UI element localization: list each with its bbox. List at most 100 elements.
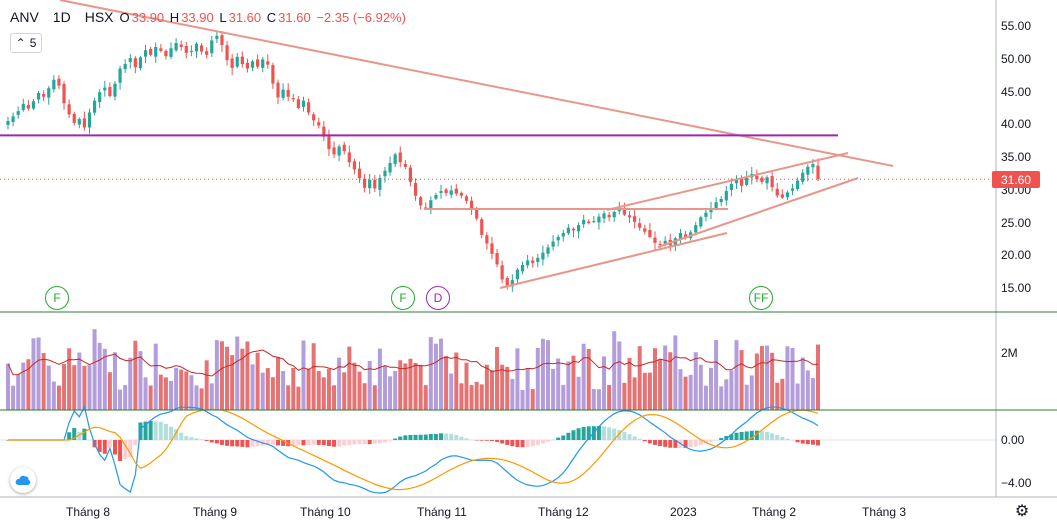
volume-bar: [97, 342, 102, 410]
candle-body: [546, 247, 550, 254]
volume-bar: [444, 356, 449, 410]
volume-bar: [484, 364, 489, 410]
candle-body: [21, 103, 25, 111]
uptrend-support-line: [499, 232, 728, 289]
candle-body: [77, 119, 81, 125]
candle-body: [816, 165, 820, 180]
volume-bar: [240, 348, 245, 410]
macd-histogram-bar: [581, 426, 586, 440]
price-axis-label: 55.00: [1001, 19, 1032, 33]
volume-bar: [301, 340, 306, 410]
volume-bar: [546, 340, 550, 410]
macd-histogram-bar: [739, 431, 744, 440]
macd-histogram-bar: [184, 436, 189, 440]
gear-icon[interactable]: ⚙: [1014, 503, 1030, 520]
candle-body: [352, 161, 357, 170]
volume-bar: [423, 385, 428, 410]
macd-histogram-bar: [128, 440, 133, 458]
price-axis-label: 45.00: [1001, 84, 1032, 99]
time-label-dec: Tháng 12: [538, 505, 589, 519]
volume-bar: [357, 371, 362, 410]
macd-histogram-bar: [734, 432, 739, 440]
event-marker-financial[interactable]: FF: [749, 286, 773, 310]
macd-histogram-bar: [464, 438, 469, 440]
macd-histogram-bar: [780, 436, 785, 440]
volume-bar: [627, 357, 632, 410]
macd-histogram-bar: [204, 440, 209, 441]
time-label-nov: Tháng 11: [417, 505, 467, 519]
volume-bar: [632, 377, 637, 410]
macd-histogram-bar: [377, 440, 382, 444]
candle-body: [576, 225, 581, 232]
candle-body: [515, 269, 520, 280]
volume-bar: [219, 341, 224, 410]
macd-histogram-bar: [622, 432, 627, 440]
macd-histogram-bar: [505, 440, 510, 445]
candle-body: [103, 87, 107, 91]
interval[interactable]: 1D: [52, 9, 71, 25]
volume-bar: [311, 343, 316, 410]
macd-histogram-bar: [775, 434, 780, 440]
volume-bar: [367, 360, 372, 410]
volume-bar: [67, 348, 72, 410]
macd-histogram-bar: [418, 434, 423, 440]
volume-bar: [51, 381, 56, 410]
macd-histogram-bar: [194, 438, 199, 440]
candle-body: [113, 83, 117, 97]
volume-bar: [525, 368, 530, 410]
macd-histogram-bar: [617, 430, 622, 440]
macd-histogram-bar: [535, 440, 540, 446]
candle-body: [62, 83, 66, 104]
volume-bar: [540, 338, 545, 410]
candle-body: [138, 57, 143, 69]
volume-bar: [785, 346, 790, 410]
volume-bar: [439, 338, 444, 410]
low-label: L: [219, 10, 227, 25]
macd-histogram-bar: [189, 437, 194, 440]
candle-body: [128, 58, 132, 63]
candle-body: [480, 219, 484, 235]
event-marker-financial[interactable]: F: [391, 286, 415, 310]
candle-body: [154, 46, 158, 57]
macd-histogram-bar: [342, 440, 347, 446]
candles: [6, 30, 820, 292]
candle-body: [536, 257, 540, 262]
macd-histogram-bar: [433, 433, 438, 440]
macd-histogram-bar: [719, 437, 724, 440]
candle-body: [368, 179, 372, 189]
macd-histogram-bar: [816, 440, 820, 446]
macd-histogram-bar: [270, 440, 275, 445]
candle-body: [770, 176, 774, 188]
symbol-name[interactable]: ANV: [10, 9, 39, 25]
macd-histogram-bar: [530, 440, 535, 447]
candle-body: [11, 116, 15, 122]
macd-histogram-bar: [668, 440, 673, 448]
macd-histogram-bar: [454, 435, 459, 440]
volume-bar: [759, 346, 764, 410]
candle-body: [42, 94, 46, 97]
candle-body: [6, 120, 10, 125]
macd-histogram-bar: [265, 440, 270, 445]
candle-body: [245, 62, 250, 69]
channel-upper-line: [606, 152, 849, 211]
macd-histogram-bar: [174, 429, 179, 440]
price-axis-label: 15.00: [1001, 281, 1032, 295]
channel-lower-line: [657, 177, 859, 248]
macd-histogram-bar: [479, 440, 484, 441]
macd-histogram-bar: [225, 440, 230, 446]
macd-histogram-bar: [576, 428, 581, 440]
indicators-toggle-button[interactable]: ⌃ 5: [10, 33, 42, 53]
candle-body: [383, 170, 387, 177]
event-marker-dividend[interactable]: D: [426, 286, 450, 310]
candle-body: [317, 122, 321, 126]
macd-histogram-bar: [489, 440, 494, 442]
macd-histogram-bar: [520, 440, 525, 448]
volume-bar: [683, 376, 688, 410]
event-marker-financial[interactable]: F: [45, 286, 69, 310]
volume-bar: [250, 364, 255, 410]
macd-histogram-bar: [785, 438, 790, 440]
last-price-tag: 31.60: [992, 171, 1040, 188]
volume-moving-average: [7, 349, 819, 377]
tradingview-logo-button[interactable]: [10, 467, 36, 493]
